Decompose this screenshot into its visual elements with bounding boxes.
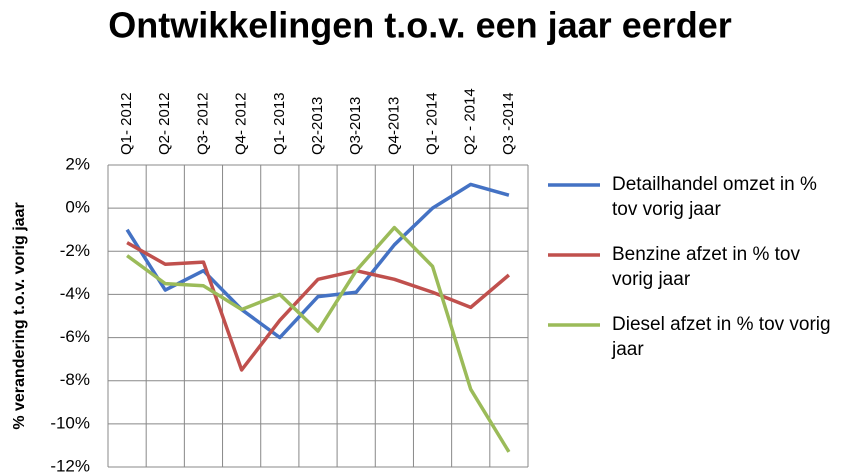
x-tick-label: Q1- 2014 [424,92,441,155]
legend-label: Benzine afzet in % tov vorig jaar [612,244,800,290]
series-line [126,241,511,372]
legend-label: Diesel afzet in % tov vorig jaar [612,314,831,360]
y-tick-label: 0% [65,198,90,217]
x-tick-label: Q3- 2012 [194,92,211,155]
y-tick-label: -12% [50,456,90,475]
y-tick-label: 2% [65,154,90,173]
y-tick-label: -6% [60,327,90,346]
x-tick-label: Q1- 2012 [118,92,135,155]
series-line [125,182,510,340]
series-line [126,225,511,453]
y-tick-label: -10% [50,413,90,432]
y-tick-label: -2% [60,241,90,260]
x-tick-label: Q4-2013 [385,97,402,155]
x-tick-label: Q2- 2012 [156,92,173,155]
y-axis-label: % verandering t.o.v. vorig jaar [11,202,28,429]
x-tick-label: Q3-2013 [347,97,364,155]
y-tick-label: -8% [60,370,90,389]
y-tick-label: -4% [60,284,90,303]
x-tick-label: Q2-2013 [309,97,326,155]
x-tick-label: Q1- 2013 [271,92,288,155]
chart-title: Ontwikkelingen t.o.v. een jaar eerder [108,5,732,46]
x-tick-label: Q2 - 2014 [462,88,479,155]
legend-label: Detailhandel omzet in % tov vorig jaar [612,174,817,220]
x-tick-label: Q3 -2014 [500,92,517,155]
x-tick-label: Q4- 2012 [233,92,250,155]
